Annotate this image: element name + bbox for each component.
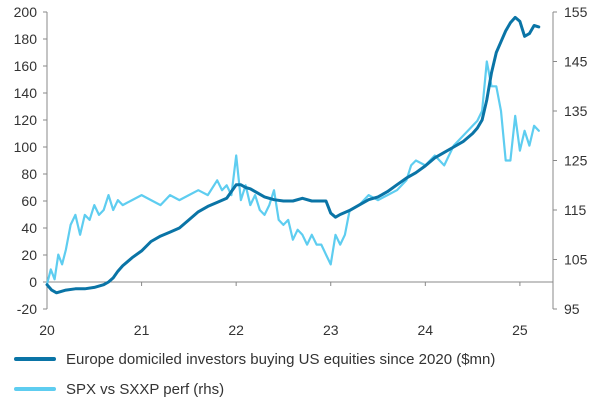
legend-label-series-2: SPX vs SXXP perf (rhs) xyxy=(66,380,225,398)
y-right-tick-label: 95 xyxy=(564,301,580,317)
y-left-tick-label: 60 xyxy=(21,193,37,209)
y-right-tick-label: 105 xyxy=(564,252,588,268)
y-left-tick-label: 100 xyxy=(14,139,38,155)
y-left-tick-label: 0 xyxy=(29,274,37,290)
legend-swatch-series-1 xyxy=(14,357,56,361)
y-right-tick-label: 155 xyxy=(564,4,588,20)
y-right-tick-label: 125 xyxy=(564,153,588,169)
chart-legend: Europe domiciled investors buying US equ… xyxy=(14,344,599,404)
x-tick-label: 25 xyxy=(512,322,528,338)
series-group xyxy=(45,15,541,295)
x-tick-label: 21 xyxy=(134,322,150,338)
series-line-1 xyxy=(45,15,541,295)
x-tick-label: 20 xyxy=(39,322,55,338)
y-left-tick-label: -20 xyxy=(17,301,37,317)
y-right-tick-label: 135 xyxy=(564,103,588,119)
y-left-tick-label: 140 xyxy=(14,85,38,101)
axes: -20 0 20 40 60 80 100 120 140 160 180 200 95 105 115 12… xyxy=(14,4,588,338)
series-line-2 xyxy=(45,60,540,286)
legend-item-series-2: SPX vs SXXP perf (rhs) xyxy=(14,374,599,404)
x-tick-label: 23 xyxy=(323,322,339,338)
legend-label-series-1: Europe domiciled investors buying US equ… xyxy=(66,350,496,368)
y-right-tick-label: 115 xyxy=(564,202,587,218)
y-left-tick-label: 160 xyxy=(14,58,38,74)
y-left-tick-label: 20 xyxy=(21,247,37,263)
legend-swatch-series-2 xyxy=(14,387,56,391)
y-left-tick-label: 200 xyxy=(14,4,38,20)
y-left-tick-label: 40 xyxy=(21,220,37,236)
y-left-tick-label: 80 xyxy=(21,166,37,182)
line-chart: -20 0 20 40 60 80 100 120 140 160 180 200 95 105 115 12… xyxy=(14,4,588,338)
y-right-tick-label: 145 xyxy=(564,54,588,70)
y-left-tick-label: 180 xyxy=(14,31,38,47)
y-left-tick-label: 120 xyxy=(14,112,38,128)
x-tick-label: 24 xyxy=(418,322,434,338)
legend-item-series-1: Europe domiciled investors buying US equ… xyxy=(14,344,599,374)
x-tick-label: 22 xyxy=(228,322,244,338)
